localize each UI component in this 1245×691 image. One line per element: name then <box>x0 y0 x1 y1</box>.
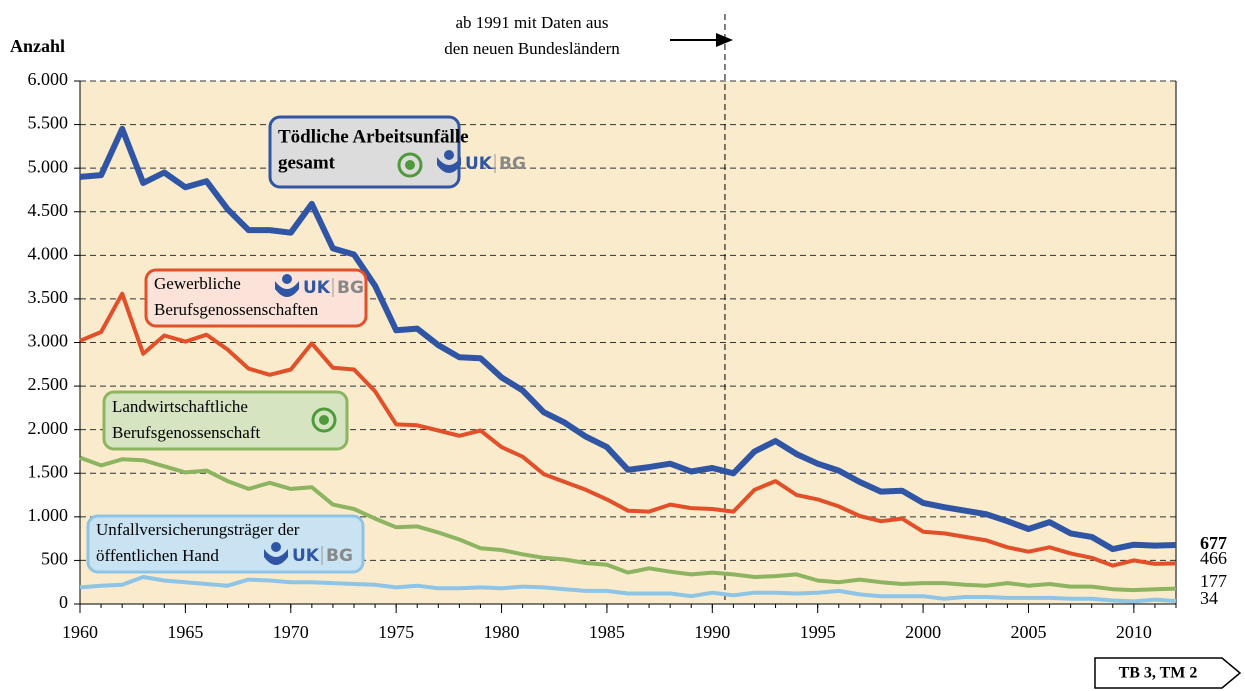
y-axis-label: Anzahl <box>10 36 65 56</box>
logo-icon <box>397 152 423 178</box>
series-label-box <box>102 390 349 451</box>
logo-icon <box>282 274 292 284</box>
x-tick-label: 2000 <box>905 622 941 642</box>
annotation-text: ab 1991 mit Daten aus <box>456 13 609 32</box>
y-tick-label: 1.000 <box>28 505 69 525</box>
annotation-text: den neuen Bundesländern <box>444 39 620 58</box>
logo-text: UK <box>303 278 331 298</box>
series-label: Tödliche Arbeitsunfälle <box>278 126 469 147</box>
series-label: öffentlichen Hand <box>96 546 219 565</box>
series-line <box>79 455 1177 593</box>
y-tick-label: 0 <box>59 592 68 612</box>
end-value-label: 34 <box>1200 588 1218 608</box>
y-tick-label: 500 <box>41 549 68 569</box>
series-label: gesamt <box>278 152 336 173</box>
y-tick-label: 3.000 <box>28 331 69 351</box>
logo-text: BG <box>326 546 353 566</box>
logo-text: UK <box>465 154 493 174</box>
x-tick-label: 2005 <box>1010 622 1046 642</box>
y-tick-label: 6.000 <box>28 69 69 89</box>
end-value-label: 466 <box>1200 548 1227 568</box>
y-tick-label: 4.000 <box>28 243 69 263</box>
logo-icon <box>275 281 299 297</box>
x-tick-label: 1980 <box>484 622 520 642</box>
x-tick-label: 2010 <box>1116 622 1152 642</box>
series-label: Gewerbliche <box>154 274 241 293</box>
y-tick-label: 2.000 <box>28 418 69 438</box>
series-label: Unfallversicherungsträger der <box>96 520 300 539</box>
series-line <box>79 291 1177 568</box>
series-label: Landwirtschaftliche <box>112 397 248 416</box>
y-tick-label: 5.000 <box>28 156 69 176</box>
y-tick-label: 3.500 <box>28 287 69 307</box>
series-label-box <box>86 514 365 574</box>
series-label: Berufsgenossenschaft <box>112 423 261 442</box>
x-tick-label: 1960 <box>62 622 98 642</box>
series-label: Berufsgenossenschaften <box>154 300 319 319</box>
series-line <box>79 125 1177 553</box>
x-tick-label: 1985 <box>589 622 625 642</box>
logo-text: BG <box>337 278 364 298</box>
tag-box <box>1094 657 1242 689</box>
y-tick-label: 1.500 <box>28 461 69 481</box>
y-tick-label: 5.500 <box>28 113 69 133</box>
logo-icon <box>311 407 337 433</box>
x-tick-label: 1970 <box>273 622 309 642</box>
tag-text: TB 3, TM 2 <box>1119 665 1198 682</box>
logo-icon <box>444 150 454 160</box>
logo-icon <box>271 542 281 552</box>
logo-icon <box>405 160 415 170</box>
end-value-label: 677 <box>1200 533 1227 553</box>
y-tick-label: 2.500 <box>28 374 69 394</box>
arrow-head <box>716 33 733 47</box>
x-tick-label: 1965 <box>167 622 203 642</box>
logo-text: BG <box>499 154 526 174</box>
series-line <box>79 575 1177 604</box>
y-tick-label: 4.500 <box>28 200 69 220</box>
logo-icon <box>319 415 329 425</box>
logo-icon <box>264 549 288 565</box>
end-value-label: 177 <box>1200 571 1227 591</box>
x-tick-label: 1975 <box>378 622 414 642</box>
x-tick-label: 1990 <box>694 622 730 642</box>
x-tick-label: 1995 <box>800 622 836 642</box>
logo-icon <box>437 157 461 173</box>
logo-text: UK <box>292 546 320 566</box>
series-label-box <box>144 268 368 328</box>
